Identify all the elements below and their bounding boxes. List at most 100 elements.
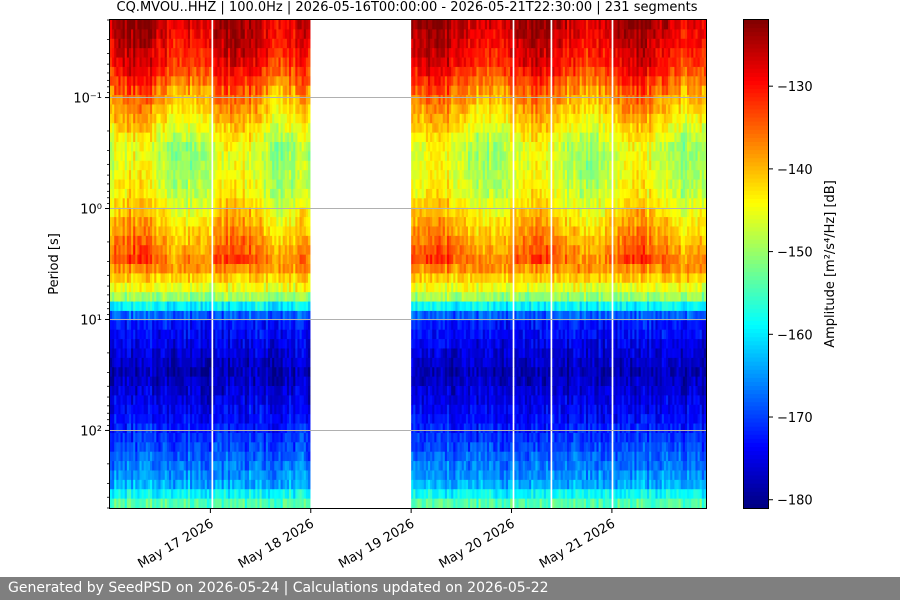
- heatmap-cell: [139, 198, 142, 209]
- heatmap-cell: [238, 29, 241, 40]
- heatmap-cell: [173, 29, 176, 40]
- heatmap-cell: [221, 292, 225, 302]
- heatmap-cell: [173, 339, 176, 349]
- heatmap-cell: [242, 414, 246, 424]
- heatmap-cell: [143, 245, 147, 256]
- heatmap-cell: [150, 20, 153, 30]
- heatmap-cell: [291, 85, 294, 96]
- heatmap-cell: [192, 151, 195, 162]
- heatmap-cell: [190, 451, 193, 462]
- heatmap-cell: [175, 310, 178, 321]
- heatmap-cell: [413, 461, 416, 471]
- heatmap-cell: [185, 442, 189, 453]
- heatmap-cell: [240, 357, 244, 368]
- heatmap-cell: [299, 226, 303, 237]
- heatmap-cell: [213, 470, 216, 481]
- heatmap-cell: [173, 414, 176, 424]
- heatmap-cell: [200, 282, 204, 293]
- heatmap-cell: [154, 339, 157, 349]
- heatmap-cell: [179, 254, 183, 265]
- heatmap-cell: [215, 104, 218, 115]
- heatmap-cell: [297, 132, 300, 143]
- heatmap-cell: [284, 179, 288, 190]
- heatmap-cell: [289, 301, 292, 312]
- heatmap-cell: [122, 386, 126, 396]
- heatmap-cell: [139, 404, 142, 415]
- heatmap-cell: [110, 104, 113, 115]
- heatmap-cell: [154, 245, 157, 256]
- heatmap-cell: [185, 320, 189, 331]
- heatmap-cell: [242, 57, 246, 68]
- heatmap-cell: [152, 282, 155, 293]
- heatmap-cell: [236, 245, 239, 256]
- heatmap-cell: [126, 48, 130, 58]
- heatmap-cell: [265, 423, 269, 434]
- heatmap-cell: [289, 85, 292, 96]
- heatmap-cell: [143, 301, 147, 312]
- heatmap-cell: [114, 357, 117, 368]
- heatmap-cell: [289, 170, 292, 180]
- heatmap-cell: [253, 57, 256, 68]
- heatmap-cell: [253, 404, 256, 415]
- heatmap-cell: [160, 376, 164, 387]
- heatmap-cell: [257, 151, 260, 162]
- heatmap-cell: [255, 386, 258, 396]
- heatmap-cell: [152, 207, 155, 218]
- heatmap-cell: [135, 20, 138, 30]
- heatmap-cell: [297, 20, 300, 30]
- heatmap-cell: [301, 498, 305, 509]
- heatmap-cell: [122, 301, 126, 312]
- heatmap-cell: [297, 198, 300, 209]
- heatmap-cell: [181, 470, 185, 481]
- heatmap-cell: [240, 76, 244, 87]
- heatmap-cell: [126, 329, 130, 340]
- heatmap-cell: [133, 57, 136, 68]
- heatmap-cell: [187, 95, 191, 105]
- heatmap-cell: [179, 292, 183, 302]
- heatmap-cell: [236, 132, 239, 143]
- heatmap-cell: [181, 254, 185, 265]
- heatmap-cell: [303, 292, 307, 302]
- heatmap-cell: [133, 489, 136, 500]
- heatmap-cell: [293, 282, 296, 293]
- heatmap-cell: [164, 123, 168, 134]
- heatmap-cell: [257, 423, 260, 434]
- heatmap-cell: [295, 357, 298, 368]
- heatmap-cell: [261, 282, 265, 293]
- heatmap-cell: [305, 461, 309, 471]
- heatmap-cell: [179, 170, 183, 180]
- heatmap-cell: [135, 29, 138, 40]
- heatmap-cell: [251, 160, 254, 171]
- heatmap-cell: [145, 198, 149, 209]
- heatmap-cell: [147, 48, 151, 58]
- heatmap-cell: [200, 95, 204, 105]
- heatmap-cell: [253, 498, 256, 509]
- heatmap-cell: [173, 38, 176, 49]
- heatmap-cell: [276, 461, 279, 471]
- heatmap-cell: [124, 461, 128, 471]
- heatmap-cell: [190, 57, 193, 68]
- heatmap-cell: [166, 432, 170, 443]
- heatmap-cell: [177, 170, 180, 180]
- heatmap-cell: [139, 423, 142, 434]
- heatmap-cell: [305, 376, 309, 387]
- heatmap-cell: [196, 357, 199, 368]
- heatmap-cell: [158, 85, 161, 96]
- heatmap-cell: [177, 179, 180, 190]
- heatmap-cell: [278, 170, 281, 180]
- heatmap-cell: [196, 301, 199, 312]
- heatmap-cell: [246, 29, 250, 40]
- heatmap-cell: [230, 254, 233, 265]
- heatmap-cell: [246, 339, 250, 349]
- heatmap-cell: [413, 217, 416, 227]
- heatmap-cell: [154, 320, 157, 331]
- heatmap-cell: [234, 198, 237, 209]
- heatmap-cell: [301, 310, 305, 321]
- heatmap-cell: [168, 367, 172, 378]
- heatmap-cell: [162, 404, 166, 415]
- heatmap-cell: [133, 142, 136, 152]
- heatmap-cell: [301, 320, 305, 331]
- heatmap-cell: [234, 226, 237, 237]
- heatmap-cell: [274, 179, 277, 190]
- heatmap-cell: [259, 142, 263, 152]
